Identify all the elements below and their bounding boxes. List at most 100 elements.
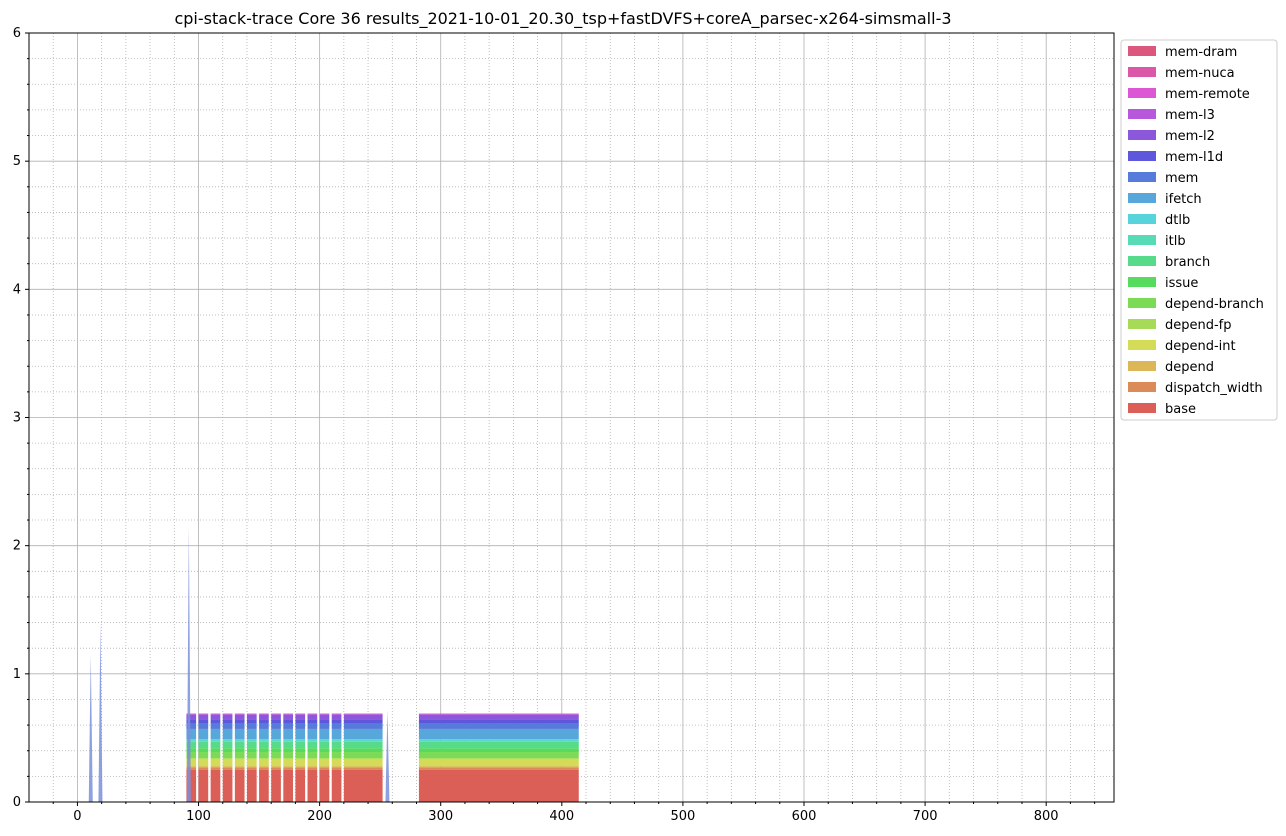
area-dtlb bbox=[246, 739, 257, 741]
area-mem-l1d bbox=[307, 719, 318, 724]
area-base bbox=[283, 769, 293, 802]
area-mem bbox=[343, 723, 383, 729]
area-mem-l3 bbox=[271, 713, 281, 715]
area-mem-l3 bbox=[259, 713, 269, 715]
legend-label: ifetch bbox=[1165, 192, 1202, 207]
legend: mem-dram mem-nuca mem-remote mem-l3 mem-l2 me… bbox=[1120, 39, 1278, 421]
area-issue bbox=[331, 748, 342, 753]
area-depend bbox=[319, 766, 330, 768]
legend-label: depend bbox=[1165, 360, 1214, 375]
area-mem-l1d bbox=[271, 719, 281, 724]
area-mem-l1d bbox=[331, 719, 342, 724]
area-mem-l3 bbox=[222, 713, 233, 715]
area-mem bbox=[246, 723, 257, 729]
area-depend-branch bbox=[271, 752, 281, 759]
spike bbox=[385, 709, 390, 802]
area-mem bbox=[331, 723, 342, 729]
area-dtlb bbox=[343, 739, 383, 741]
legend-swatch bbox=[1128, 193, 1156, 203]
area-depend bbox=[295, 766, 306, 768]
legend-label: branch bbox=[1165, 255, 1210, 270]
spike bbox=[186, 526, 191, 802]
area-base bbox=[418, 769, 579, 802]
area-branch bbox=[246, 741, 257, 749]
x-tick-label: 400 bbox=[549, 809, 574, 824]
area-base bbox=[319, 769, 330, 802]
area-branch bbox=[418, 741, 579, 749]
area-dispatch_width bbox=[343, 767, 383, 770]
legend-swatch bbox=[1128, 130, 1156, 140]
legend-label: dtlb bbox=[1165, 213, 1190, 228]
area-mem-l2 bbox=[319, 714, 330, 720]
area-depend-branch bbox=[186, 752, 197, 759]
y-tick-label: 5 bbox=[13, 154, 21, 169]
area-mem bbox=[186, 723, 197, 729]
area-mem-l1d bbox=[222, 719, 233, 724]
area-itlb bbox=[343, 740, 383, 742]
legend-swatch bbox=[1128, 361, 1156, 371]
area-base bbox=[210, 769, 221, 802]
area-branch bbox=[222, 741, 233, 749]
major-grid bbox=[29, 32, 1114, 803]
area-branch bbox=[283, 741, 293, 749]
area-issue bbox=[319, 748, 330, 753]
x-tick-label: 500 bbox=[670, 809, 695, 824]
area-depend-branch bbox=[295, 752, 306, 759]
area-mem-l3 bbox=[186, 713, 197, 715]
legend-label: mem-l2 bbox=[1165, 129, 1215, 144]
area-ifetch bbox=[222, 728, 233, 740]
area-depend-int bbox=[198, 758, 209, 767]
legend-label: issue bbox=[1165, 276, 1198, 291]
area-dispatch_width bbox=[210, 767, 221, 770]
area-mem-l2 bbox=[283, 714, 293, 720]
area-mem bbox=[418, 723, 579, 729]
area-base bbox=[246, 769, 257, 802]
area-dispatch_width bbox=[307, 767, 318, 770]
area-depend-int bbox=[271, 758, 281, 767]
area-depend-int bbox=[210, 758, 221, 767]
legend-label: dispatch_width bbox=[1165, 381, 1263, 396]
area-ifetch bbox=[246, 728, 257, 740]
area-branch bbox=[234, 741, 245, 749]
area-depend-int bbox=[246, 758, 257, 767]
area-ifetch bbox=[271, 728, 281, 740]
area-depend-int bbox=[418, 758, 579, 767]
area-issue bbox=[259, 748, 269, 753]
legend-label: mem-nuca bbox=[1165, 66, 1235, 81]
area-depend bbox=[259, 766, 269, 768]
area-base bbox=[259, 769, 269, 802]
area-dtlb bbox=[186, 739, 197, 741]
area-mem-l1d bbox=[210, 719, 221, 724]
area-ifetch bbox=[198, 728, 209, 740]
legend-swatch bbox=[1128, 235, 1156, 245]
area-branch bbox=[295, 741, 306, 749]
area-issue bbox=[246, 748, 257, 753]
area-issue bbox=[343, 748, 383, 753]
area-mem bbox=[259, 723, 269, 729]
area-ifetch bbox=[283, 728, 293, 740]
area-base bbox=[234, 769, 245, 802]
area-depend-int bbox=[307, 758, 318, 767]
area-branch bbox=[210, 741, 221, 749]
area-depend-branch bbox=[283, 752, 293, 759]
area-itlb bbox=[222, 740, 233, 742]
area-depend-branch bbox=[246, 752, 257, 759]
area-ifetch bbox=[259, 728, 269, 740]
area-depend-int bbox=[259, 758, 269, 767]
area-dtlb bbox=[283, 739, 293, 741]
area-dtlb bbox=[222, 739, 233, 741]
area-depend bbox=[307, 766, 318, 768]
legend-swatch bbox=[1128, 277, 1156, 287]
x-tick-label: 0 bbox=[73, 809, 81, 824]
legend-label: mem-remote bbox=[1165, 87, 1250, 102]
area-mem-l3 bbox=[234, 713, 245, 715]
area-mem-l1d bbox=[259, 719, 269, 724]
area-mem-l3 bbox=[198, 713, 209, 715]
area-depend-branch bbox=[222, 752, 233, 759]
area-issue bbox=[210, 748, 221, 753]
area-depend bbox=[210, 766, 221, 768]
area-ifetch bbox=[418, 728, 579, 740]
area-itlb bbox=[259, 740, 269, 742]
area-depend bbox=[283, 766, 293, 768]
stacked-areas bbox=[186, 713, 579, 802]
